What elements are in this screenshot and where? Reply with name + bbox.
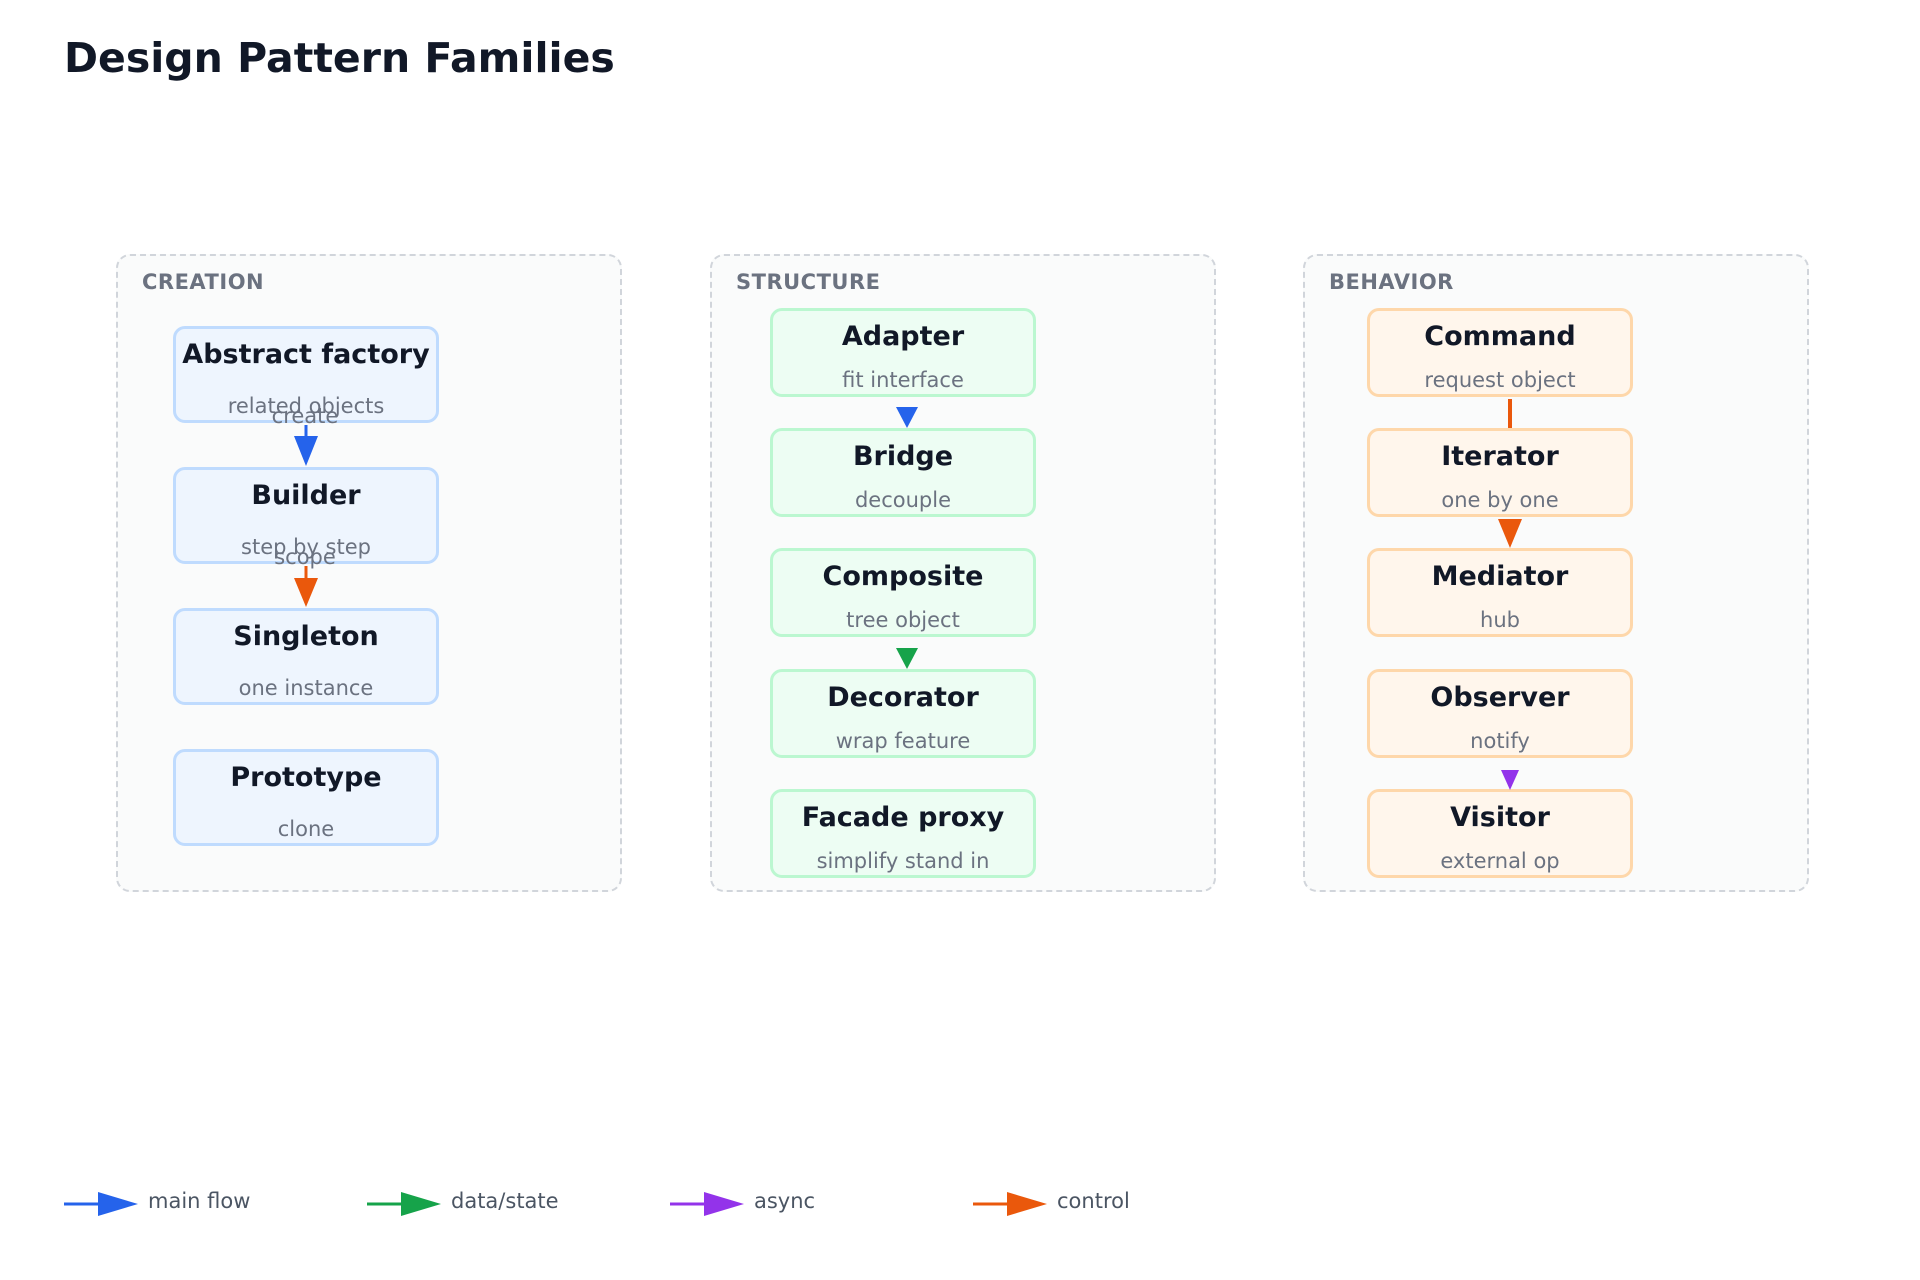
group-label: STRUCTURE xyxy=(736,270,881,294)
legend-label: async xyxy=(754,1189,816,1213)
node-title: Observer xyxy=(1430,682,1570,713)
node-prototype[interactable]: Prototype clone xyxy=(173,749,439,846)
node-subtitle: external op xyxy=(1440,849,1560,873)
node-subtitle: wrap feature xyxy=(835,729,971,753)
legend-label: main flow xyxy=(148,1189,251,1213)
page-title: Design Pattern Families xyxy=(64,34,615,82)
node-visitor[interactable]: Visitor external op xyxy=(1367,789,1633,878)
node-subtitle: notify xyxy=(1470,729,1530,753)
node-iterator[interactable]: Iterator one by one xyxy=(1367,428,1633,517)
node-adapter[interactable]: Adapter fit interface xyxy=(770,308,1036,397)
node-title: Composite xyxy=(822,561,984,592)
node-decorator[interactable]: Decorator wrap feature xyxy=(770,669,1036,758)
node-composite[interactable]: Composite tree object xyxy=(770,548,1036,637)
node-title: Visitor xyxy=(1450,802,1550,833)
group-label: BEHAVIOR xyxy=(1329,270,1454,294)
group-label: CREATION xyxy=(142,270,265,294)
node-subtitle: hub xyxy=(1480,608,1520,632)
legend-label: data/state xyxy=(451,1189,559,1213)
legend-main-flow: main flow xyxy=(64,1184,250,1224)
legend-data-state: data/state xyxy=(367,1184,559,1224)
node-title: Command xyxy=(1424,321,1576,352)
node-title: Prototype xyxy=(230,762,382,793)
legend-arrow-icon xyxy=(973,1192,1047,1216)
legend-control: control xyxy=(973,1184,1130,1224)
node-subtitle: related objects xyxy=(227,394,385,418)
edge-label-scope: scope xyxy=(274,545,336,569)
edge-label-create: create xyxy=(271,404,339,428)
node-mediator[interactable]: Mediator hub xyxy=(1367,548,1633,637)
node-subtitle: fit interface xyxy=(842,368,964,392)
node-abstract-factory[interactable]: Abstract factory related objects xyxy=(173,326,439,423)
node-title: Adapter xyxy=(841,321,965,352)
node-builder[interactable]: Builder step by step xyxy=(173,467,439,564)
legend-label: control xyxy=(1057,1189,1130,1213)
node-title: Abstract factory xyxy=(182,339,430,370)
node-singleton[interactable]: Singleton one instance xyxy=(173,608,439,705)
node-subtitle: tree object xyxy=(846,608,960,632)
node-subtitle: request object xyxy=(1424,368,1576,392)
legend-async: async xyxy=(670,1184,815,1224)
node-facade-proxy[interactable]: Facade proxy simplify stand in xyxy=(770,789,1036,878)
node-subtitle: clone xyxy=(277,817,335,841)
node-subtitle: step by step xyxy=(241,535,371,559)
legend-arrow-icon xyxy=(367,1192,441,1216)
legend-arrow-icon xyxy=(670,1192,744,1216)
node-title: Decorator xyxy=(827,682,979,713)
node-title: Iterator xyxy=(1441,441,1559,472)
node-subtitle: simplify stand in xyxy=(816,849,990,873)
node-title: Facade proxy xyxy=(801,802,1005,833)
legend-arrow-icon xyxy=(64,1192,138,1216)
node-subtitle: one by one xyxy=(1441,488,1559,512)
node-title: Mediator xyxy=(1431,561,1569,592)
node-subtitle: one instance xyxy=(238,676,374,700)
node-title: Singleton xyxy=(233,621,379,652)
node-bridge[interactable]: Bridge decouple xyxy=(770,428,1036,517)
node-subtitle: decouple xyxy=(854,488,952,512)
node-title: Builder xyxy=(251,480,361,511)
node-command[interactable]: Command request object xyxy=(1367,308,1633,397)
node-title: Bridge xyxy=(852,441,954,472)
node-observer[interactable]: Observer notify xyxy=(1367,669,1633,758)
